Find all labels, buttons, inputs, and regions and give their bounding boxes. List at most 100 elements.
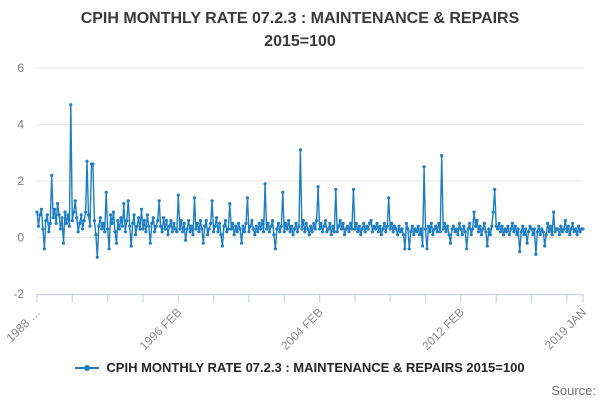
- series-point: [92, 219, 96, 223]
- series-point: [253, 233, 257, 237]
- legend-item[interactable]: CPIH MONTHLY RATE 07.2.3 : MAINTENANCE &…: [75, 360, 525, 375]
- series-point: [132, 213, 136, 217]
- series-point: [141, 227, 145, 231]
- series-point: [482, 221, 486, 225]
- series-point: [485, 244, 489, 248]
- series-point: [281, 190, 285, 194]
- series-point: [304, 221, 308, 225]
- series-point: [497, 221, 501, 225]
- series-point: [366, 227, 370, 231]
- series-point: [529, 227, 534, 231]
- series-point: [164, 219, 169, 223]
- series-point: [434, 224, 438, 228]
- series-point: [204, 219, 208, 223]
- series-point: [372, 224, 376, 228]
- series-point: [53, 207, 57, 211]
- series-point: [298, 148, 302, 152]
- series-point: [432, 227, 436, 231]
- series-point: [282, 230, 286, 234]
- series-point: [454, 227, 458, 231]
- series-point: [75, 216, 79, 220]
- series-point: [476, 230, 481, 234]
- series-point: [50, 173, 54, 177]
- series-point: [209, 221, 213, 225]
- series-point: [519, 230, 523, 234]
- series-point: [81, 227, 85, 231]
- series-point: [373, 227, 378, 231]
- series-point: [450, 227, 454, 231]
- series-point: [223, 219, 227, 223]
- series-point: [222, 224, 226, 228]
- series-point: [148, 241, 152, 245]
- series-point: [187, 219, 191, 223]
- series-point: [240, 241, 244, 245]
- series-point: [553, 230, 557, 234]
- series-point: [356, 230, 360, 234]
- series-point: [360, 227, 364, 231]
- series-point: [332, 230, 336, 234]
- series-point: [318, 227, 322, 231]
- series-point: [562, 227, 566, 231]
- series-point: [47, 230, 51, 234]
- series-point: [435, 230, 439, 234]
- series-point: [448, 241, 453, 245]
- series-point: [446, 224, 450, 228]
- series-point: [95, 255, 99, 259]
- series-point: [238, 227, 242, 231]
- series-point: [160, 230, 164, 234]
- series-point: [290, 224, 294, 228]
- series-point: [225, 230, 229, 234]
- series-point: [294, 221, 298, 225]
- series-point: [279, 224, 283, 228]
- series-point: [451, 224, 456, 228]
- series-point: [220, 244, 224, 248]
- series-point: [56, 202, 60, 206]
- series-point: [532, 227, 537, 231]
- series-point: [500, 224, 504, 228]
- series-point: [403, 247, 407, 251]
- series-point: [546, 221, 550, 225]
- series-point: [262, 230, 266, 234]
- series-point: [210, 199, 214, 203]
- series-point: [552, 210, 556, 214]
- series-point: [51, 216, 55, 220]
- series-point: [409, 230, 413, 234]
- series-point: [543, 244, 547, 248]
- series-point: [58, 227, 63, 231]
- y-axis-tick-label: -2: [13, 287, 24, 301]
- series-point: [541, 230, 545, 234]
- series-point: [563, 219, 567, 223]
- series-point: [150, 221, 154, 225]
- series-point: [119, 216, 123, 220]
- series-point: [86, 213, 91, 217]
- y-axis-tick-label: 4: [17, 118, 24, 132]
- series-point: [306, 227, 310, 231]
- series-point: [228, 202, 232, 206]
- series-point: [188, 230, 192, 234]
- series-point: [575, 233, 579, 237]
- series-point: [123, 230, 127, 234]
- series-point: [544, 233, 548, 237]
- series-point: [469, 233, 473, 237]
- series-point: [139, 207, 144, 211]
- series-point: [319, 221, 323, 225]
- series-point: [468, 221, 472, 225]
- series-point: [235, 230, 239, 234]
- series-point: [422, 165, 426, 169]
- series-point: [194, 227, 198, 231]
- series-point: [245, 196, 250, 200]
- series-point: [376, 230, 380, 234]
- series-point: [135, 224, 139, 228]
- series-point: [181, 230, 185, 234]
- series-point: [214, 216, 219, 220]
- series-point: [365, 224, 369, 228]
- series-point: [212, 230, 216, 234]
- series-point: [549, 224, 553, 228]
- series-point: [401, 233, 406, 237]
- series-point: [142, 219, 146, 223]
- series-point: [441, 227, 445, 231]
- series-point: [501, 233, 506, 237]
- series-point: [94, 233, 98, 237]
- series-point: [297, 224, 301, 228]
- series-point: [340, 227, 344, 231]
